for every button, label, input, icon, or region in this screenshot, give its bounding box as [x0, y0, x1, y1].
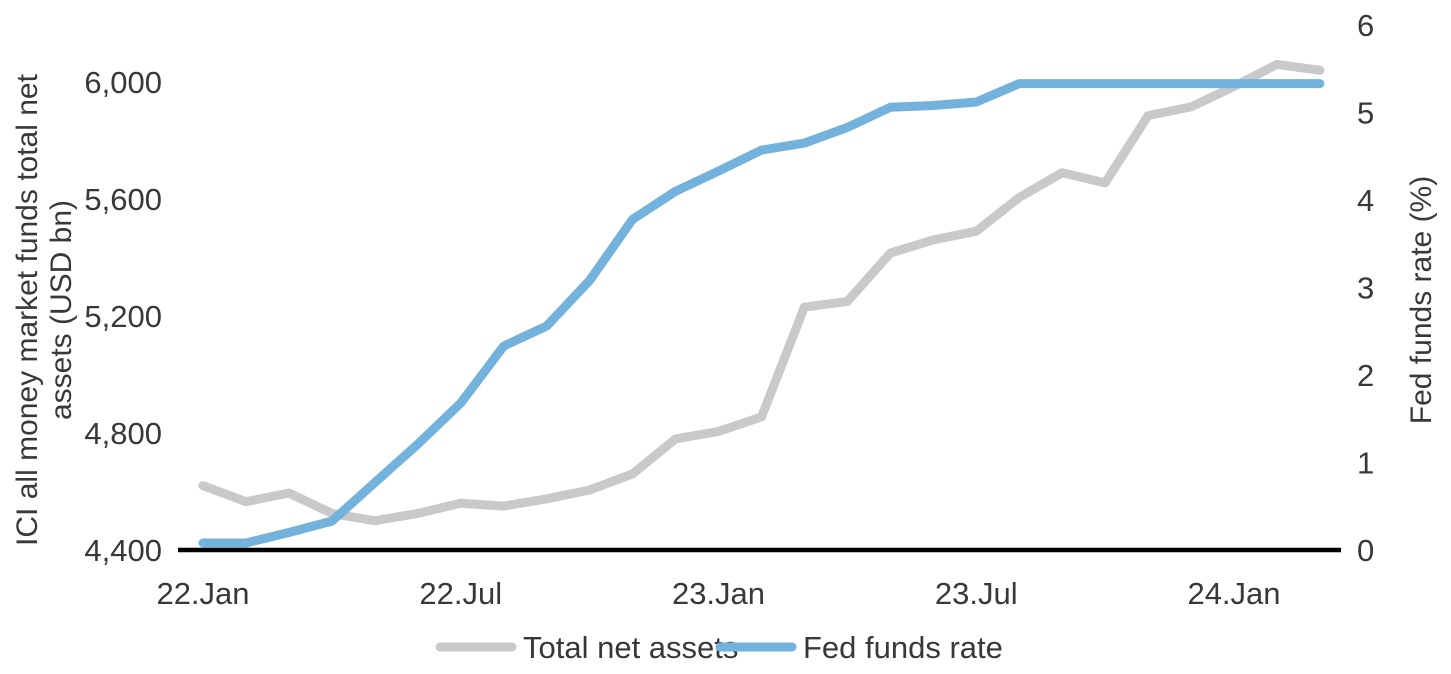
x-axis-tick-label: 22.Jul	[419, 576, 502, 611]
right-axis-tick-label: 3	[1357, 271, 1374, 306]
left-axis-tick-labels: 4,400 4,800 5,200 5,600 6,000	[84, 65, 162, 568]
x-axis-tick-labels: 22.Jan 22.Jul 23.Jan 23.Jul 24.Jan	[156, 576, 1280, 611]
legend-label-total-net-assets: Total net assets	[523, 630, 738, 665]
right-axis-tick-label: 6	[1357, 8, 1374, 43]
right-axis-tick-label: 2	[1357, 358, 1374, 393]
left-axis-tick-label: 4,800	[84, 416, 162, 451]
series-lines	[198, 59, 1325, 548]
x-axis-tick-label: 23.Jul	[935, 576, 1018, 611]
right-axis-tick-label: 0	[1357, 533, 1374, 568]
x-axis-tick-label: 22.Jan	[156, 576, 249, 611]
right-axis-tick-label: 4	[1357, 183, 1374, 218]
right-axis-tick-label: 5	[1357, 96, 1374, 131]
legend: Total net assets Fed funds rate	[435, 630, 1003, 665]
left-axis-tick-label: 5,600	[84, 182, 162, 217]
left-axis-tick-label: 4,400	[84, 533, 162, 568]
series-line-fed-funds-rate	[198, 79, 1325, 548]
right-axis-tick-label: 1	[1357, 446, 1374, 481]
left-axis-title-line2: assets (USD bn)	[45, 200, 78, 420]
x-axis-tick-label: 24.Jan	[1187, 576, 1280, 611]
right-axis-tick-labels: 0 1 2 3 4 5 6	[1357, 8, 1374, 568]
left-axis-tick-label: 5,200	[84, 299, 162, 334]
left-axis-title-line1: ICI all money market funds total net	[11, 73, 44, 546]
series-line-total-net-assets	[198, 59, 1325, 526]
left-axis-tick-label: 6,000	[84, 65, 162, 100]
legend-label-fed-funds-rate: Fed funds rate	[803, 630, 1003, 665]
x-axis-tick-label: 23.Jan	[672, 576, 765, 611]
right-axis-title: Fed funds rate (%)	[1405, 176, 1438, 424]
